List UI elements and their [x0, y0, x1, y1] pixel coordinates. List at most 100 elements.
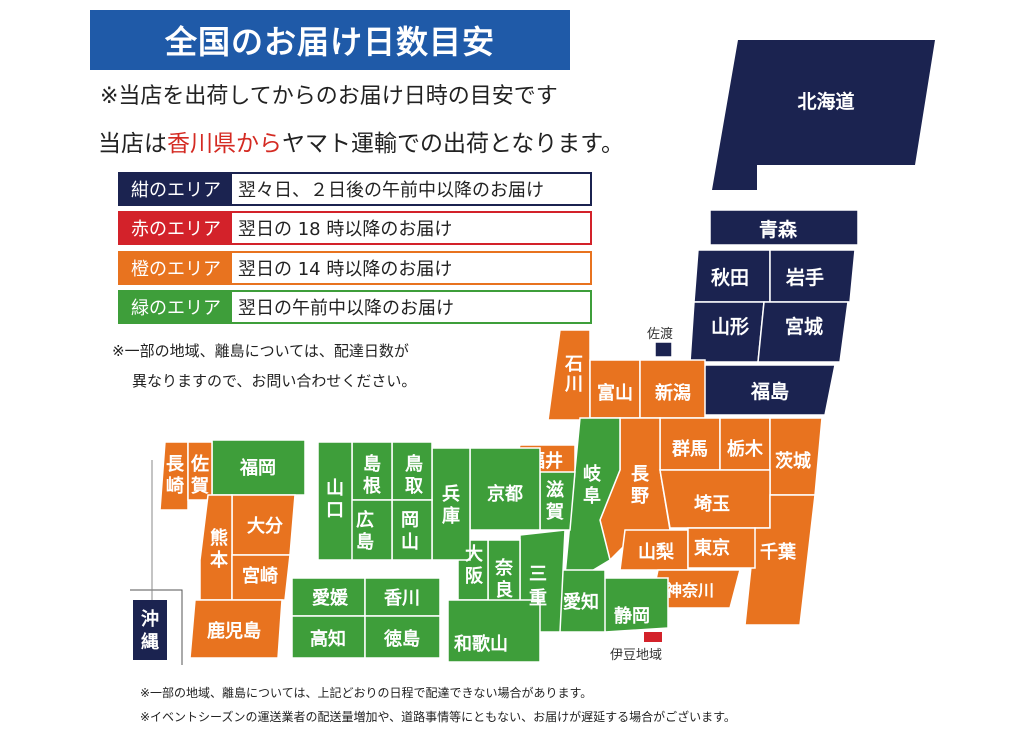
area-chiba — [744, 494, 816, 626]
area-wakayama — [447, 599, 541, 663]
label-osaka-1: 大 — [465, 543, 483, 565]
label-ehime: 愛媛 — [312, 587, 349, 609]
label-aichi: 愛知 — [563, 591, 599, 613]
label-akita: 秋田 — [711, 266, 749, 289]
label-niigata: 新潟 — [655, 382, 691, 404]
area-yamaguchi — [317, 441, 353, 561]
label-sado: 佐渡 — [647, 326, 673, 342]
label-nagasaki-1: 長 — [166, 454, 185, 475]
area-izu — [644, 632, 662, 642]
label-hiroshima-2: 島 — [356, 531, 374, 553]
legend-green: 緑のエリア 翌日の午前中以降のお届け — [118, 290, 592, 324]
label-wakayama: 和歌山 — [454, 633, 508, 655]
legend-navy-desc: 翌々日、２日後の午前中以降のお届け — [238, 180, 544, 201]
legend-orange-area: 橙のエリア — [120, 253, 232, 283]
orange-east-labels: 石 川 富山 新潟 福井 群馬 栃木 茨城 長 野 埼玉 千葉 山梨 東京 神奈… — [526, 354, 811, 600]
label-saga-1: 佐 — [190, 453, 209, 475]
label-hiroshima-1: 広 — [356, 509, 374, 531]
label-yamaguchi-1: 山 — [326, 478, 344, 499]
area-tokyo — [687, 527, 756, 569]
label-shiga-1: 滋 — [546, 479, 564, 501]
kyushu-labels: 長 崎 佐 賀 大分 熊 本 宮崎 鹿児島 — [166, 453, 283, 642]
label-okinawa-2: 縄 — [141, 631, 159, 653]
label-nagano-2: 野 — [631, 486, 649, 507]
label-yamaguchi-2: 口 — [326, 500, 344, 521]
label-kumamoto-2: 本 — [210, 549, 228, 571]
label-tottori-2: 取 — [405, 476, 424, 497]
island-note-line2: 異なりますので、お問い合わせください。 — [132, 372, 417, 390]
label-aomori: 青森 — [759, 218, 798, 241]
label-mie-2: 重 — [529, 587, 547, 609]
label-saitama: 埼玉 — [694, 493, 730, 515]
label-miyagi: 宮城 — [785, 315, 823, 338]
label-mie-1: 三 — [529, 564, 547, 585]
label-izu: 伊豆地域 — [610, 648, 662, 663]
legend-navy-area: 紺のエリア — [120, 174, 232, 204]
legend-red-desc: 翌日の 18 時以降のお届け — [238, 219, 453, 240]
label-nara-2: 良 — [495, 579, 513, 601]
area-nagasaki — [159, 441, 189, 511]
area-tokushima — [364, 615, 441, 659]
label-chiba: 千葉 — [760, 542, 797, 563]
legend-navy: 紺のエリア 翌々日、２日後の午前中以降のお届け — [118, 172, 592, 206]
origin-note-post: ヤマト運輸での出荷となります。 — [282, 131, 625, 157]
label-nara-1: 奈 — [494, 557, 514, 579]
label-ishikawa-2: 川 — [564, 374, 583, 395]
legend-orange: 橙のエリア 翌日の 14 時以降のお届け — [118, 251, 592, 285]
label-toyama: 富山 — [597, 382, 633, 404]
label-hokkaido: 北海道 — [797, 90, 854, 113]
label-iwate: 岩手 — [785, 266, 824, 289]
region-tohoku — [654, 209, 859, 416]
label-tochigi: 栃木 — [727, 438, 764, 460]
legend-red-area: 赤のエリア — [120, 213, 232, 243]
label-kumamoto-1: 熊 — [210, 527, 228, 549]
shipping-note: ※当店を出荷してからのお届け日時の目安です — [100, 84, 558, 109]
label-okinawa-1: 沖 — [141, 608, 159, 630]
region-okinawa: 沖 縄 — [133, 600, 167, 660]
region-hokkaido: 北海道 — [712, 40, 935, 190]
label-saga-2: 賀 — [190, 476, 209, 497]
label-ibaraki: 茨城 — [775, 450, 811, 472]
label-shimane-1: 島 — [363, 453, 381, 475]
label-shimane-2: 根 — [363, 475, 381, 497]
label-kochi: 高知 — [310, 628, 346, 650]
region-orange-kyushu — [159, 441, 296, 659]
region-orange-east — [508, 329, 823, 626]
area-kagoshima — [189, 599, 283, 659]
label-fukuoka: 福岡 — [239, 457, 276, 479]
label-yamagata: 山形 — [711, 316, 749, 338]
label-fukushima: 福島 — [750, 380, 789, 403]
origin-note-pre: 当店は — [98, 131, 167, 157]
legend-orange-desc: 翌日の 14 時以降のお届け — [238, 259, 453, 280]
label-tokyo: 東京 — [694, 537, 730, 559]
area-iwate — [769, 249, 856, 303]
label-okayama-2: 山 — [401, 532, 419, 553]
label-nagano-1: 長 — [631, 464, 650, 485]
label-osaka-2: 阪 — [465, 565, 484, 587]
legend-red: 赤のエリア 翌日の 18 時以降のお届け — [118, 211, 592, 245]
label-kanagawa: 神奈川 — [666, 581, 714, 600]
label-gifu-2: 阜 — [583, 485, 601, 507]
label-shizuoka: 静岡 — [614, 605, 650, 627]
page-title: 全国のお届け日数目安 — [90, 10, 570, 70]
label-oita: 大分 — [247, 515, 283, 537]
area-miyagi — [757, 301, 849, 363]
label-kyoto: 京都 — [487, 483, 523, 505]
green-labels: 岐 阜 静岡 愛知 三 重 滋 賀 京都 奈 良 大 阪 和歌山 兵 庫 鳥 取… — [239, 453, 650, 655]
label-ishikawa-1: 石 — [564, 354, 583, 375]
area-aomori — [709, 209, 859, 246]
origin-note-highlight: 香川県から — [167, 131, 282, 157]
label-gifu-1: 岐 — [583, 463, 602, 485]
label-yamanashi: 山梨 — [638, 541, 674, 563]
label-miyazaki: 宮崎 — [242, 565, 278, 587]
label-shiga-2: 賀 — [545, 502, 564, 523]
region-green — [211, 417, 669, 663]
island-note-line1: ※一部の地域、離島については、配達日数が — [112, 342, 409, 360]
label-hyogo-1: 兵 — [442, 484, 460, 505]
label-okayama-1: 岡 — [401, 510, 419, 531]
area-miyazaki — [231, 554, 291, 601]
label-gunma: 群馬 — [672, 438, 708, 460]
tohoku-labels: 青森 秋田 岩手 山形 宮城 福島 — [711, 218, 824, 403]
label-kagawa: 香川 — [383, 588, 420, 609]
